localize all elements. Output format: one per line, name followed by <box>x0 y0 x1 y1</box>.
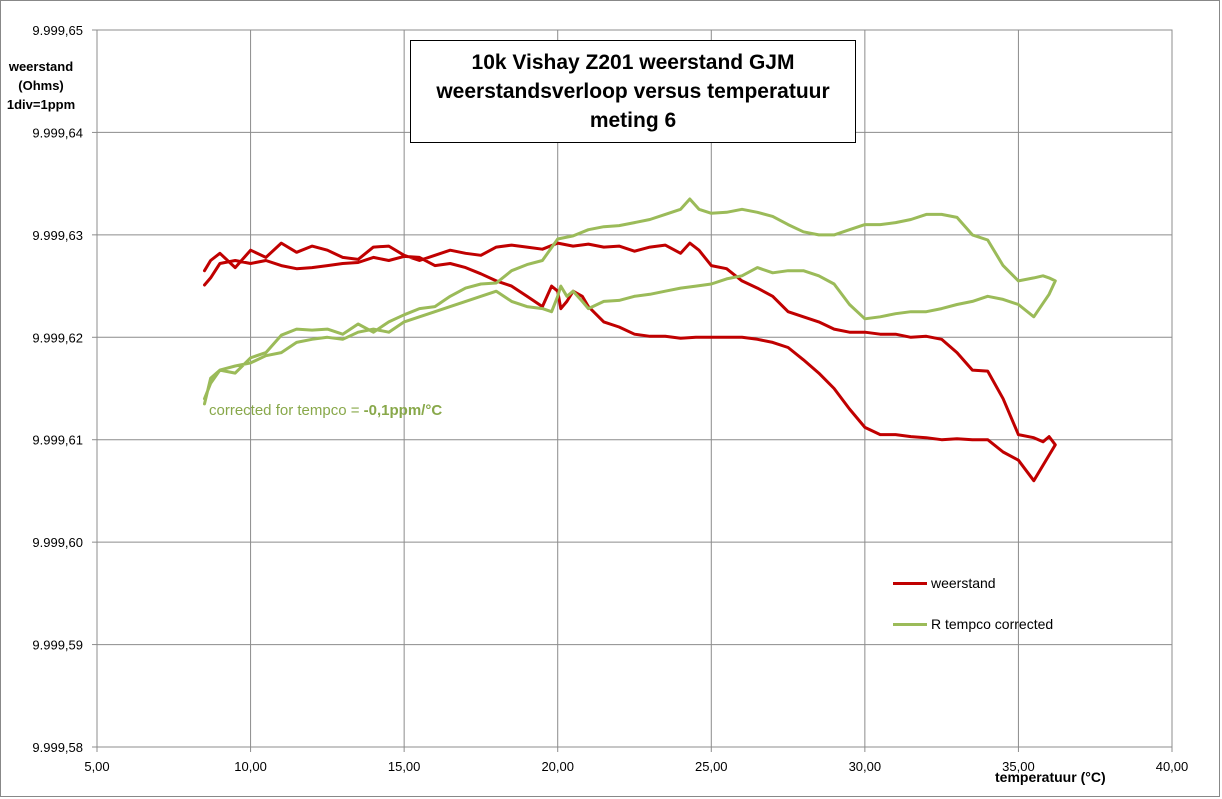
chart-title-line-1: 10k Vishay Z201 weerstand GJM <box>471 51 795 74</box>
y-tick-label: 9.999,60 <box>32 535 83 550</box>
x-axis-label: temperatuur (°C) <box>995 769 1106 785</box>
tempco-annotation: corrected for tempco = -0,1ppm/°C <box>209 402 442 419</box>
tempco-annotation-value: -0,1ppm/°C <box>363 402 443 419</box>
legend-item-weerstand: weerstand <box>893 575 996 591</box>
chart-title-box: 10k Vishay Z201 weerstand GJM weerstands… <box>410 40 856 143</box>
x-tick-label: 25,00 <box>695 759 728 774</box>
y-tick-label: 9.999,64 <box>32 125 83 140</box>
x-tick-label: 20,00 <box>541 759 574 774</box>
chart-title-line-2: weerstandsverloop versus temperatuur <box>436 80 830 103</box>
y-tick-label: 9.999,59 <box>32 638 83 653</box>
legend-swatch-weerstand <box>893 581 927 585</box>
x-tick-label: 15,00 <box>388 759 421 774</box>
tempco-annotation-prefix: corrected for tempco = <box>209 402 364 419</box>
x-tick-label: 5,00 <box>84 759 109 774</box>
legend-label-r-tempco-corrected: R tempco corrected <box>931 616 1054 632</box>
legend-swatch-r-tempco-corrected <box>893 622 927 626</box>
y-axis-label-line-3: 1div=1ppm <box>6 97 76 112</box>
y-tick-label: 9.999,62 <box>32 330 83 345</box>
x-tick-label: 40,00 <box>1156 759 1189 774</box>
y-tick-label: 9.999,58 <box>32 740 83 755</box>
y-tick-label: 9.999,63 <box>32 228 83 243</box>
plot-area-border <box>96 29 1173 748</box>
y-axis-label-line-2: (Ohms) <box>18 78 64 93</box>
legend-item-r-tempco-corrected: R tempco corrected <box>893 616 1053 632</box>
legend-label-weerstand: weerstand <box>931 575 996 591</box>
x-tick-label: 30,00 <box>849 759 882 774</box>
y-tick-label: 9.999,65 <box>32 23 83 38</box>
y-tick-label: 9.999,61 <box>32 433 83 448</box>
x-tick-label: 35,00 <box>1002 759 1035 774</box>
chart-title-line-3: meting 6 <box>589 109 677 132</box>
y-axis-label-line-1: weerstand <box>8 59 74 74</box>
y-axis-label: weerstand (Ohms) 1div=1ppm <box>4 57 78 114</box>
x-tick-label: 10,00 <box>234 759 267 774</box>
series-line-weerstand <box>203 241 1057 483</box>
series-line-r-tempco-corrected <box>203 197 1057 406</box>
